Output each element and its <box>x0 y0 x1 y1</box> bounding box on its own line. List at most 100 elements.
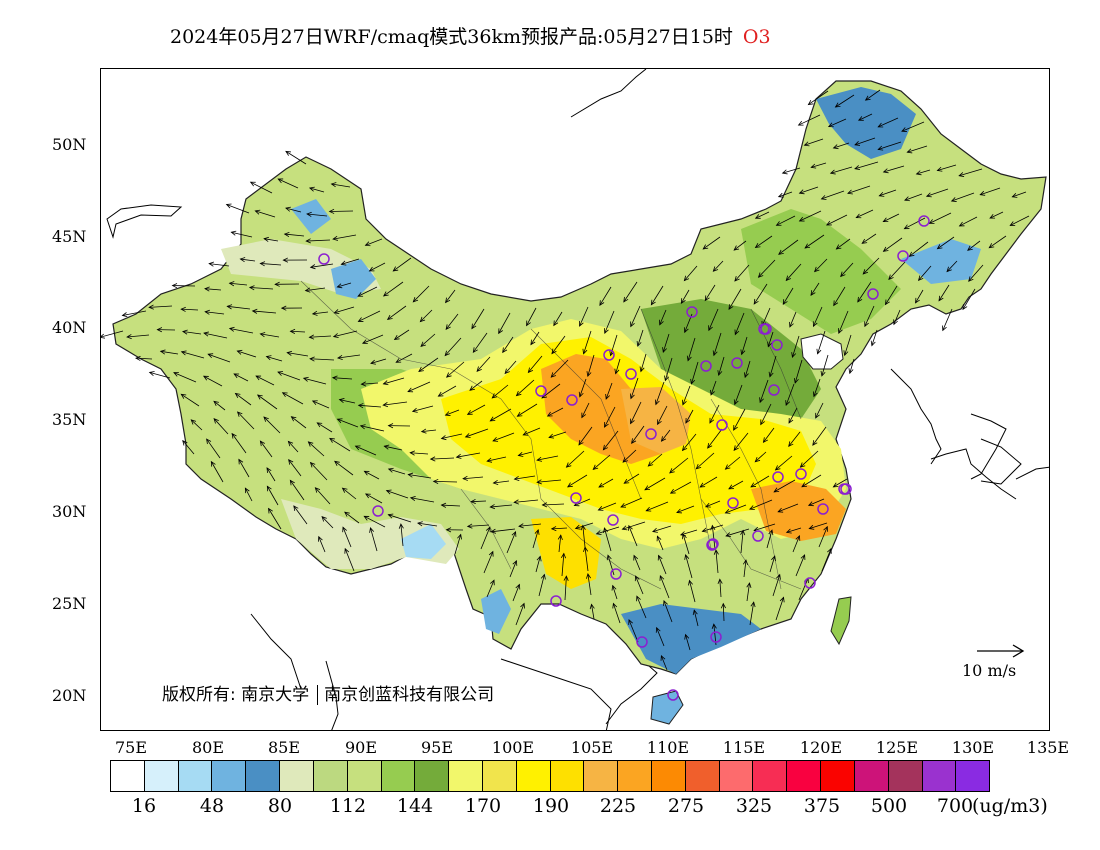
wind-vector <box>795 554 806 577</box>
wind-vector <box>210 460 224 483</box>
wind-vector <box>629 377 639 400</box>
wind-vector <box>682 385 691 406</box>
wind-vector <box>847 185 871 195</box>
colorbar-swatch-16 <box>652 761 686 791</box>
wind-vector <box>254 209 276 218</box>
wind-vector <box>471 308 485 330</box>
wind-vector <box>382 281 404 297</box>
wind-vector <box>754 451 767 463</box>
wind-vector <box>882 213 900 223</box>
wind-vector <box>251 308 277 314</box>
station-marker <box>603 349 615 361</box>
wind-vector <box>834 94 855 108</box>
wind-vector <box>244 487 253 502</box>
wind-vector <box>337 354 361 360</box>
wind-vector <box>829 166 853 175</box>
wind-vector <box>121 310 147 318</box>
copyright-owner-1: 版权所有: 南京大学 <box>162 685 310 705</box>
station-marker <box>817 503 829 515</box>
lon-label-100e: 100E <box>491 738 535 757</box>
colorbar-tick-80: 80 <box>267 795 293 817</box>
wind-vector <box>686 337 696 362</box>
wind-vector <box>781 167 801 175</box>
wind-vector <box>148 304 173 310</box>
wind-vector <box>814 258 828 273</box>
wind-vector <box>630 401 642 425</box>
colorbar-swatch-23 <box>888 761 923 791</box>
wind-vector <box>743 360 751 379</box>
wind-vector <box>274 281 300 287</box>
wind-vector <box>785 527 802 534</box>
wind-vector <box>387 513 412 523</box>
copyright-text: 版权所有: 南京大学 南京创蓝科技有限公司 <box>162 680 502 705</box>
wind-vector <box>225 203 250 214</box>
wind-vector <box>1011 191 1027 198</box>
wind-vector <box>778 239 799 255</box>
colorbar-tick-144: 144 <box>396 795 434 817</box>
wind-vector <box>412 285 430 303</box>
wind-vector <box>803 138 824 147</box>
colorbar-tick-170: 170 <box>464 795 502 817</box>
wind-vector <box>799 450 819 468</box>
wind-vector <box>180 350 205 359</box>
wind-vector <box>662 333 670 353</box>
wind-vector <box>308 334 332 340</box>
station-marker <box>760 323 772 335</box>
wind-vector <box>266 485 279 506</box>
wind-vector <box>357 286 378 297</box>
wind-vector <box>290 416 307 429</box>
india-border <box>250 613 302 690</box>
wind-vector <box>513 475 536 481</box>
colorbar-tick-325: 325 <box>735 795 773 817</box>
wind-vector <box>808 522 828 530</box>
wind-vector <box>263 236 279 242</box>
wind-vector <box>586 354 595 378</box>
wind-vector <box>336 282 352 289</box>
wind-vector <box>864 89 881 101</box>
wind-vector <box>395 353 413 363</box>
wind-vector <box>882 237 903 252</box>
wind-vector <box>489 504 513 510</box>
wind-vector <box>480 526 491 550</box>
wind-vector <box>692 609 699 627</box>
taiwan-island <box>830 596 852 646</box>
wind-vector <box>182 439 195 455</box>
wind-vector <box>807 90 829 106</box>
wind-vector <box>489 408 512 422</box>
wind-vector <box>605 382 613 400</box>
wind-vector <box>663 600 673 623</box>
wind-vector <box>382 377 405 386</box>
wind-vector <box>768 355 777 378</box>
wind-vector <box>877 117 899 128</box>
wind-vector <box>550 526 568 532</box>
wind-vector <box>419 309 433 323</box>
wind-vector <box>466 523 490 529</box>
colorbar-tick-275: 275 <box>667 795 705 817</box>
wind-vector <box>589 603 595 620</box>
wind-vector <box>230 230 253 238</box>
wind-vector <box>712 260 724 272</box>
wind-vector <box>126 334 150 340</box>
wind-vector <box>332 330 358 339</box>
wind-vector <box>760 403 772 426</box>
wind-vector <box>398 523 404 547</box>
wind-vector <box>239 257 256 263</box>
wind-vector <box>690 361 699 385</box>
wind-vector <box>281 392 304 405</box>
wind-vector <box>530 331 540 346</box>
wind-vector <box>302 376 327 385</box>
wind-vector <box>173 371 197 383</box>
wind-vector <box>861 233 877 244</box>
wind-vector <box>332 234 357 241</box>
station-marker <box>625 368 637 380</box>
wind-vector <box>208 261 230 267</box>
wind-vector <box>599 286 612 306</box>
wind-vector <box>287 440 299 453</box>
wind-vector <box>979 187 1001 196</box>
wind-vector <box>854 161 879 170</box>
bohai-sea <box>800 333 844 370</box>
wind-vector <box>464 428 489 438</box>
wind-vector <box>546 407 564 417</box>
wind-vector <box>308 186 325 193</box>
wind-vector <box>409 496 435 503</box>
